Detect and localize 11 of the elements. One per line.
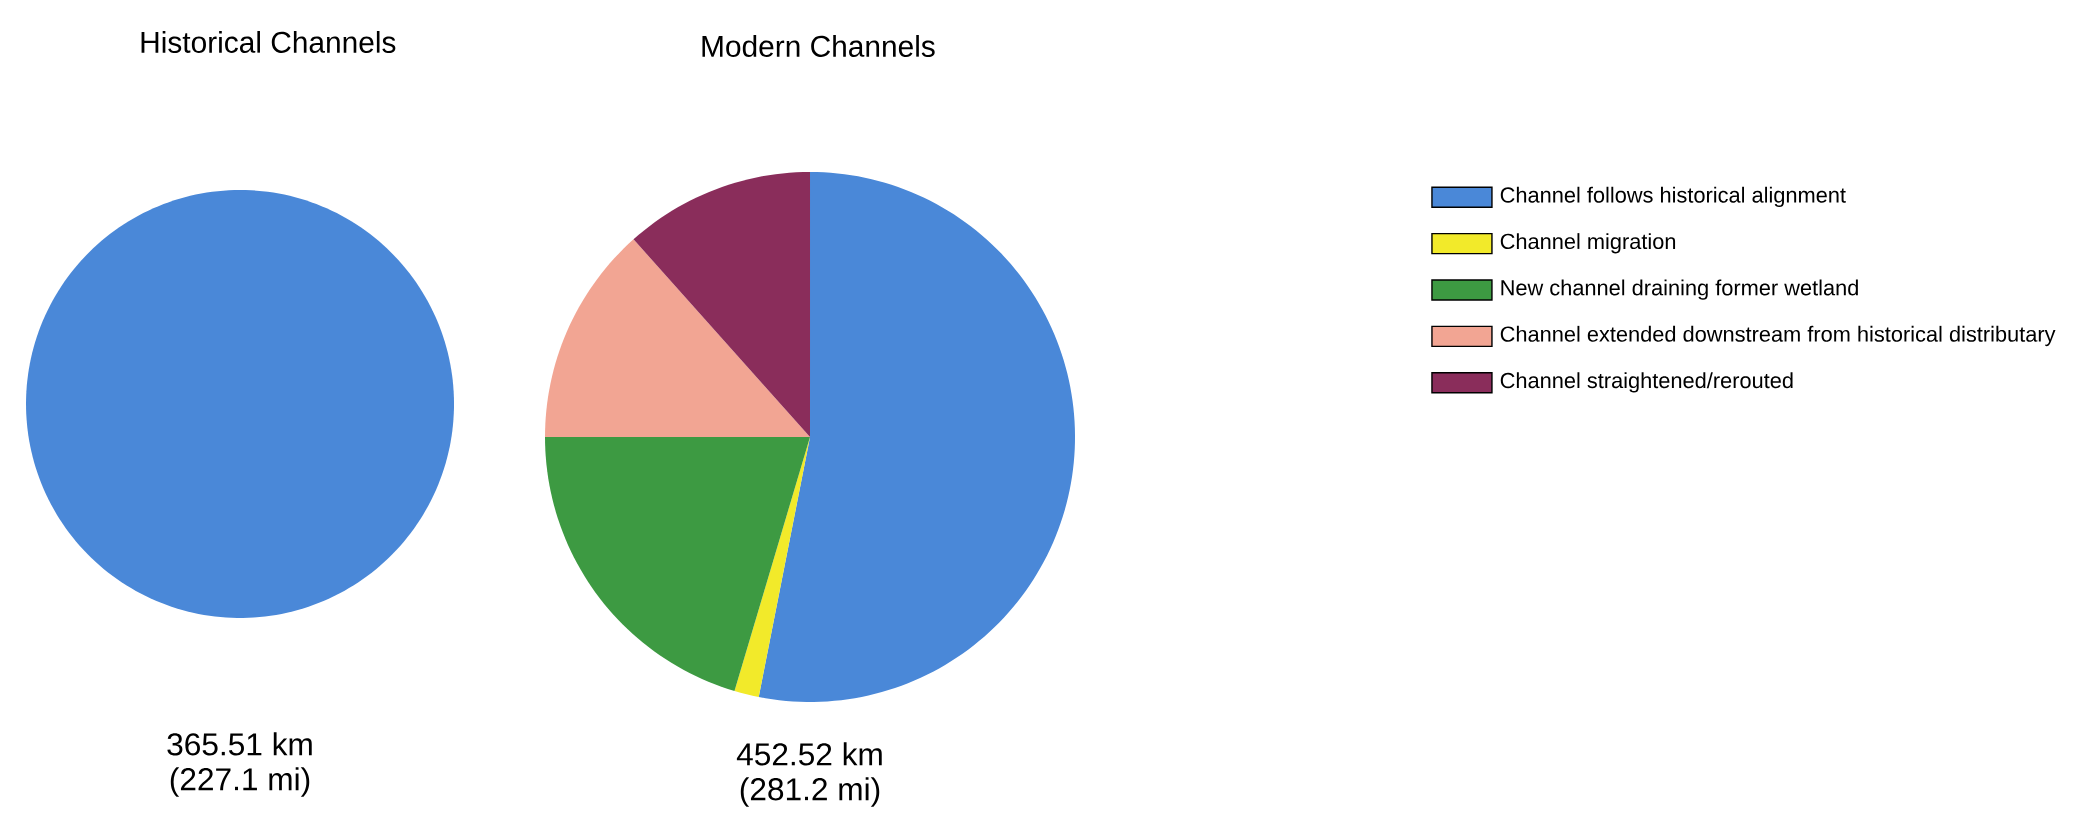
text: 365.51 km xyxy=(167,732,312,756)
legend-label: New channel draining former wetland xyxy=(1501,279,1858,300)
legend-label: Channel straightened/rerouted xyxy=(1500,372,1793,393)
chart-title: Historical Channels xyxy=(141,31,396,53)
legend-label: Channel follows historical alignment xyxy=(1500,186,1846,208)
text: (281.2 mi) xyxy=(740,777,880,807)
text: 452.52 km xyxy=(736,742,882,766)
chart-title: Modern Channels xyxy=(702,35,935,57)
legend-label: Channel migration xyxy=(1500,233,1676,254)
legend-label: Channel extended downstream from historical distributary xyxy=(1500,325,2056,347)
text: (227.1 mi) xyxy=(170,767,310,797)
